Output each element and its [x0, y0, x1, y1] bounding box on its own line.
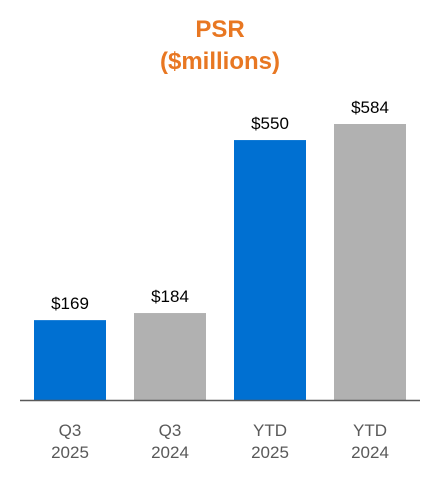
chart-title-line-2: ($millions): [159, 48, 280, 75]
data-label-1: $169: [51, 294, 89, 313]
x-tick-label-2-line-2: 2024: [151, 443, 189, 462]
bar-3: [234, 140, 306, 401]
x-tick-label-1-line-1: Q3: [59, 421, 82, 440]
bar-1: [34, 320, 106, 400]
x-tick-label-3-line-1: YTD: [253, 421, 287, 440]
x-tick-label-4-line-1: YTD: [353, 421, 387, 440]
chart-title-line-1: PSR: [195, 16, 245, 43]
x-tick-label-2-line-1: Q3: [159, 421, 182, 440]
bar-2: [134, 313, 206, 400]
x-tick-label-1-line-2: 2025: [51, 443, 89, 462]
x-tick-label-3-line-2: 2025: [251, 443, 289, 462]
data-label-3: $550: [251, 114, 289, 133]
data-label-2: $184: [151, 287, 189, 306]
bar-4: [334, 124, 406, 400]
x-tick-label-4-line-2: 2024: [351, 443, 389, 462]
data-label-4: $584: [351, 98, 389, 117]
